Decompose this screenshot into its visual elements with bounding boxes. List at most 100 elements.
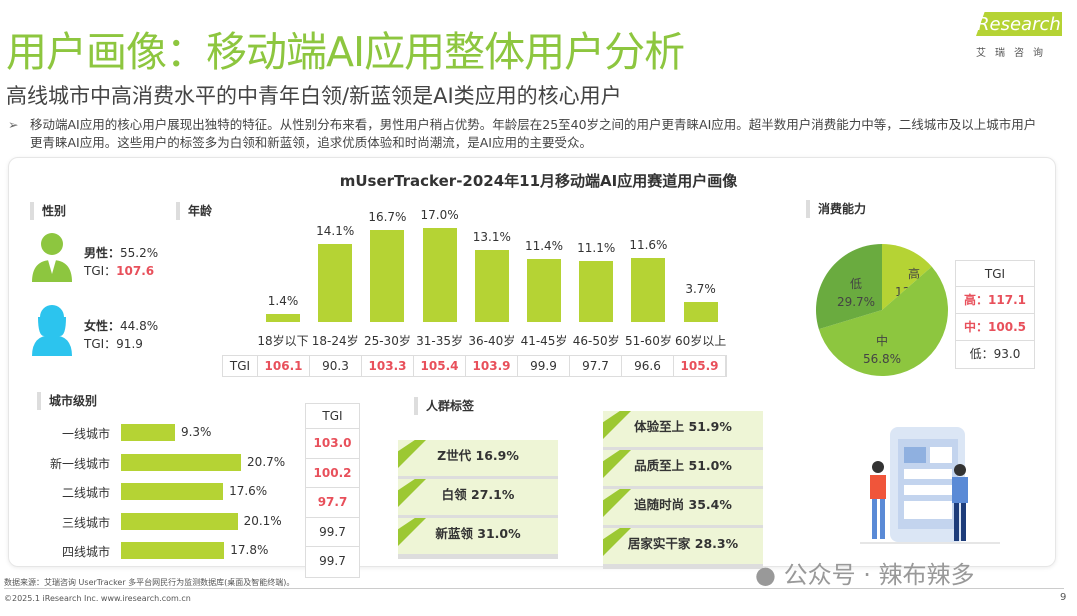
age-category-label: 36-40岁 [468,334,516,348]
tag-corner-icon [398,518,426,546]
iresearch-logo: iResearch 艾瑞咨询 [970,8,1062,59]
age-bar [318,244,353,322]
age-bar-label: 17.0% [420,208,459,222]
chart-title: mUserTracker-2024年11月移动端AI应用赛道用户画像 [339,172,738,190]
tag-item: 体验至上 51.9% [603,411,763,447]
age-tgi-value: 99.9 [518,356,570,376]
age-tgi-value: 96.6 [622,356,674,376]
tag-item: 居家实干家 28.3% [603,528,763,564]
pie-slice-2 [816,244,882,330]
pie-label: 中 [876,333,888,348]
tag-text: 新蓝领 31.0% [435,526,521,541]
age-tgi-value: 103.9 [466,356,518,376]
female-share: 女性：44.8% [84,319,159,333]
age-section-title: 年龄 [176,202,212,220]
female-icon [32,305,72,356]
summary-text: 移动端AI应用的核心用户展现出独特的特征。从性别分布来看，男性用户稍占优势。年龄… [30,117,1037,150]
tags-section-title: 人群标签 [414,397,474,415]
tag-text: 追随时尚 35.4% [634,497,732,512]
city-category-label: 四线城市 [61,545,110,559]
age-bar [266,314,300,322]
age-bar-label: 14.1% [316,224,355,239]
arrow-bullet-icon: ➢ [8,117,19,132]
tgi-label: TGI [223,356,258,376]
age-category-label: 25-30岁 [363,334,411,348]
age-bar [370,229,405,322]
city-bar [121,542,225,559]
watermark: ● 公众号 · 辣布辣多 [755,561,975,589]
tag-corner-icon [603,411,631,439]
page-title: 用户画像：移动端AI应用整体用户分析 [6,28,685,76]
age-tgi-value: 105.9 [674,356,726,376]
city-category-label: 二线城市 [61,486,110,500]
pie-label: 高 [908,266,920,281]
age-tgi-value: 106.1 [258,356,310,376]
age-bar [683,301,718,322]
tag-corner-icon [603,528,631,556]
age-tgi-value: 97.7 [570,356,622,376]
city-bar-label: 20.7% [247,454,286,469]
consumption-tgi-table: TGI 高：117.1 中：100.5 低：93.0 [955,260,1035,369]
pie-label: 低 [850,277,862,291]
city-tgi-value: 99.7 [319,554,346,568]
source-note: 数据来源：艾瑞咨询 UserTracker 多平台网民行为监测数据库(桌面及智能… [4,578,295,587]
tag-corner-icon [398,440,426,468]
city-category-label: 三线城市 [61,515,110,530]
age-bar-label: 11.6% [629,237,668,252]
age-tgi-value: 103.3 [362,356,414,376]
age-tgi-value: 105.4 [414,356,466,376]
consumption-tgi-value: 中：100.5 [956,314,1034,341]
male-icon [32,233,72,282]
pie-label: 29.7% [837,295,875,309]
age-bar-label: 16.7% [368,209,407,224]
consumption-tgi-value: 高：117.1 [956,287,1034,314]
pie-slice-1 [818,266,948,376]
copyright: ©2025.1 iResearch Inc. www.iresearch.com… [4,594,191,603]
tag-text: 白领 27.1% [441,487,515,502]
page-number: 9 [1060,592,1067,603]
tag-text: 品质至上 51.0% [634,458,732,473]
city-bar-label: 20.1% [243,513,282,528]
gender-section-title: 性别 [30,202,66,220]
age-tgi-value: 90.3 [310,356,362,376]
female-tgi: TGI：91.9 [84,337,143,351]
tag-text: 体验至上 51.9% [634,419,732,434]
city-category-label: 一线城市 [61,427,110,441]
page-subtitle: 高线城市中高消费水平的中青年白领/新蓝领是AI类应用的核心用户 [6,84,622,108]
male-tgi: TGI：107.6 [84,264,155,278]
city-tgi-value: 103.0 [306,429,359,459]
age-bar-label: 1.4% [267,294,299,309]
city-bar-label: 17.8% [230,543,269,557]
age-category-label: 60岁以上 [674,334,727,348]
city-bar [121,453,242,471]
age-category-label: 46-50岁 [572,334,620,348]
city-tgi-value: 97.7 [306,488,359,518]
male-share: 男性：55.2% [84,246,159,260]
logo-cn: 艾瑞咨询 [976,48,1052,59]
age-bar-label: 11.4% [524,238,564,253]
age-bar-label: 3.7% [685,281,716,296]
tag-corner-icon [603,489,631,517]
consumption-tgi-value: 低：93.0 [969,347,1021,361]
tgi-header: TGI [306,404,359,429]
summary-bullet: ➢ 移动端AI应用的核心用户展现出独特的特征。从性别分布来看，男性用户稍占优势。年… [8,116,1048,152]
consumption-pie: 高13.6%中56.8%低29.7% [816,244,948,376]
tag-item: 追随时尚 35.4% [603,489,763,525]
tag-corner-icon [398,479,426,507]
city-tgi-value: 100.2 [306,459,359,488]
people-illustration [860,427,1000,544]
age-tgi-row: TGI 106.1 90.3 103.3 105.4 103.9 99.9 97.7 96.6 1… [222,355,727,377]
age-category-label: 41-45岁 [520,334,568,348]
age-bar [631,257,666,322]
city-tgi-table: TGI 103.0 100.2 97.7 99.7 99.7 [305,403,360,578]
age-category-label: 31-35岁 [416,334,464,348]
age-bar-label: 11.1% [577,240,616,255]
pie-slice-0 [882,244,932,310]
tag-item: 品质至上 51.0% [603,450,763,486]
age-category-label: 18-24岁 [311,334,359,348]
city-bar [121,483,224,500]
city-bar-label: 17.6% [229,484,268,498]
wechat-icon: ● [755,561,776,589]
age-bar [474,249,509,322]
tag-text: 居家实干家 28.3% [627,536,739,551]
